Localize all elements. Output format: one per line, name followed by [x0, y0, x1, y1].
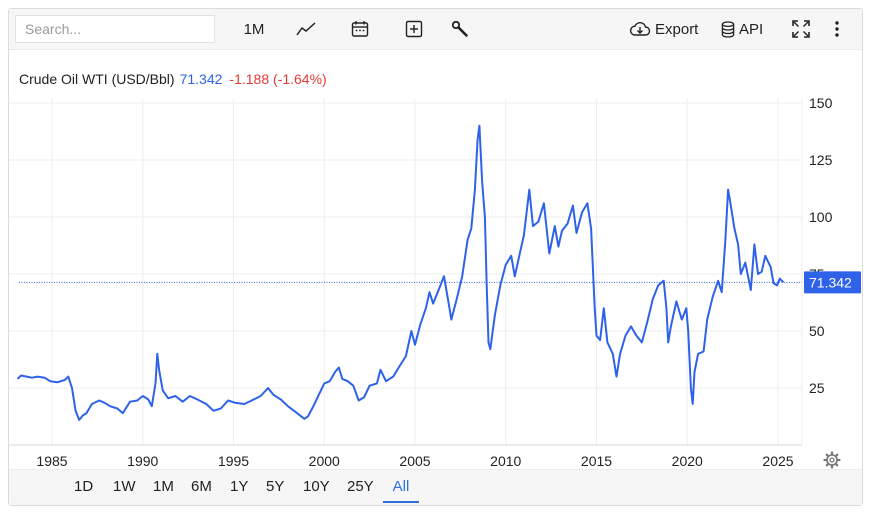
last-price-tag-label: 71.342	[809, 274, 852, 290]
x-tick-label: 2005	[399, 453, 430, 469]
x-tick-label: 1995	[218, 453, 249, 469]
x-tick-label: 2015	[581, 453, 612, 469]
x-tick-label: 2000	[309, 453, 340, 469]
x-tick-label: 1985	[36, 453, 67, 469]
chart-widget: 1M	[8, 8, 863, 506]
x-tick-label: 2025	[762, 453, 793, 469]
chart-grid	[9, 99, 803, 446]
range-1w[interactable]: 1W	[113, 478, 136, 495]
wrench-icon[interactable]	[449, 15, 471, 43]
fullscreen-icon[interactable]	[789, 15, 813, 43]
y-tick-label: 100	[809, 209, 833, 225]
api-label: API	[739, 20, 764, 38]
toolbar: 1M	[9, 9, 862, 50]
range-1m[interactable]: 1M	[153, 478, 174, 495]
legend-last-value: 71.342	[180, 71, 223, 87]
x-tick-label: 1990	[127, 453, 158, 469]
calendar-icon[interactable]	[349, 15, 371, 43]
price-chart[interactable]: 2550751001251501985199019952000200520102…	[9, 49, 862, 471]
range-selector: 1D 1W 1M 6M 1Y 5Y 10Y 25Y All	[9, 469, 862, 505]
settings-gear-icon[interactable]	[823, 451, 841, 469]
series-line-crude-oil-wti	[16, 124, 785, 421]
x-tick-label: 2020	[672, 453, 703, 469]
y-tick-label: 25	[809, 380, 825, 396]
y-tick-label: 50	[809, 323, 825, 339]
range-10y[interactable]: 10Y	[303, 478, 330, 495]
line-chart-icon[interactable]	[295, 15, 317, 43]
x-tick-label: 2010	[490, 453, 521, 469]
legend-series-name: Crude Oil WTI (USD/Bbl)	[19, 71, 175, 87]
search-input[interactable]	[15, 15, 215, 43]
export-button[interactable]: Export	[629, 15, 701, 43]
chart-legend: Crude Oil WTI (USD/Bbl) 71.342 -1.188 (-1.…	[19, 71, 327, 87]
y-tick-label: 150	[809, 95, 833, 111]
range-25y[interactable]: 25Y	[347, 478, 374, 495]
legend-change: -1.188 (-1.64%)	[229, 71, 326, 87]
range-1d[interactable]: 1D	[74, 478, 94, 495]
cloud-download-icon	[629, 21, 651, 37]
range-1y[interactable]: 1Y	[230, 478, 249, 495]
more-vertical-icon[interactable]	[827, 15, 847, 43]
last-price-tag	[804, 271, 861, 294]
interval-button[interactable]: 1M	[243, 20, 265, 38]
range-6m[interactable]: 6M	[191, 478, 212, 495]
range-all[interactable]: All	[383, 470, 419, 503]
range-5y[interactable]: 5Y	[266, 478, 285, 495]
database-icon	[721, 20, 735, 38]
api-button[interactable]: API	[721, 15, 769, 43]
export-label: Export	[655, 20, 699, 38]
add-icon[interactable]	[403, 15, 425, 43]
y-tick-label: 125	[809, 152, 833, 168]
